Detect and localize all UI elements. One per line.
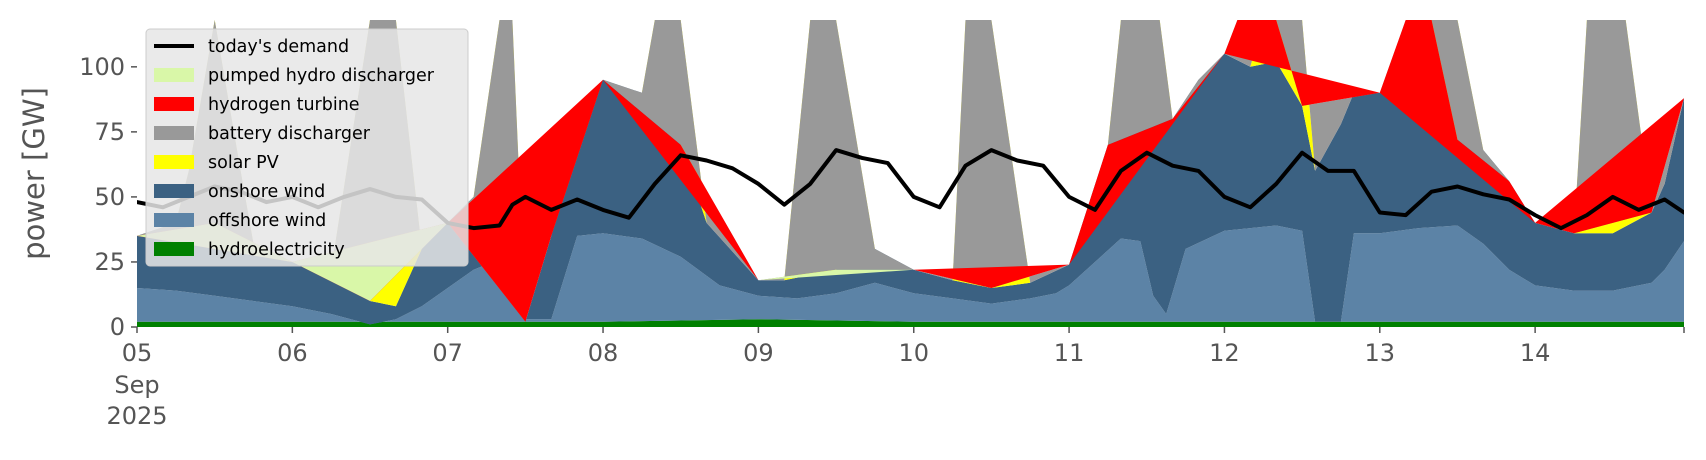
legend-box [145,28,469,267]
legend-label-hydroelectricity: hydroelectricity [208,240,345,260]
stacked-areas [137,20,1684,327]
legend-swatch-offshore-wind [154,213,194,227]
x-tick-label: 13 [1365,339,1396,367]
legend-swatch-battery-discharger [154,126,194,140]
legend-swatch-hydrogen-turbine [154,97,194,111]
x-tick-label: 12 [1209,339,1240,367]
legend-label-onshore-wind: onshore wind [208,182,325,202]
legend: today's demand pumped hydro discharger hyd… [145,28,469,267]
x-tick-label: 05 [122,339,153,367]
x-tick-label: 11 [1054,339,1085,367]
area-hydroelectricity [137,319,1684,327]
area-solar-pv [137,20,1684,322]
legend-swatch-hydroelectricity [154,242,194,256]
x-tick-label: 07 [432,339,463,367]
area-hydrogen-turbine [137,20,1684,322]
x-tick-label: 14 [1520,339,1551,367]
y-tick-label: 0 [110,313,125,341]
y-axis-label: power [GW] [17,87,51,260]
x-tick-sublabel: Sep [114,371,159,399]
area-offshore-wind [137,225,1684,325]
y-tick-label: 50 [94,183,125,211]
area-onshore-wind [137,53,1684,325]
x-tick-label: 08 [588,339,619,367]
legend-label-battery-discharger: battery discharger [208,124,371,144]
legend-label-solar-pv: solar PV [208,153,279,173]
legend-label-offshore-wind: offshore wind [208,211,326,231]
x-tick-sublabel: 2025 [106,402,167,430]
y-tick-label: 75 [94,118,125,146]
x-tick-label: 10 [898,339,929,367]
x-tick-label: 06 [277,339,308,367]
y-tick-label: 100 [79,53,125,81]
legend-swatch-solar-pv [154,155,194,169]
y-tick-label: 25 [94,248,125,276]
x-tick-label: 09 [743,339,774,367]
axes: 0 25 50 75 100 05 Sep 2025 06 07 08 09 10 11 12 13 14 pow… [17,53,1685,430]
legend-swatch-pumped-hydro-discharger [154,68,194,82]
legend-label-today-s-demand: today's demand [208,37,349,57]
legend-label-pumped-hydro-discharger: pumped hydro discharger [208,66,435,86]
legend-swatch-onshore-wind [154,184,194,198]
legend-label-hydrogen-turbine: hydrogen turbine [208,95,360,115]
